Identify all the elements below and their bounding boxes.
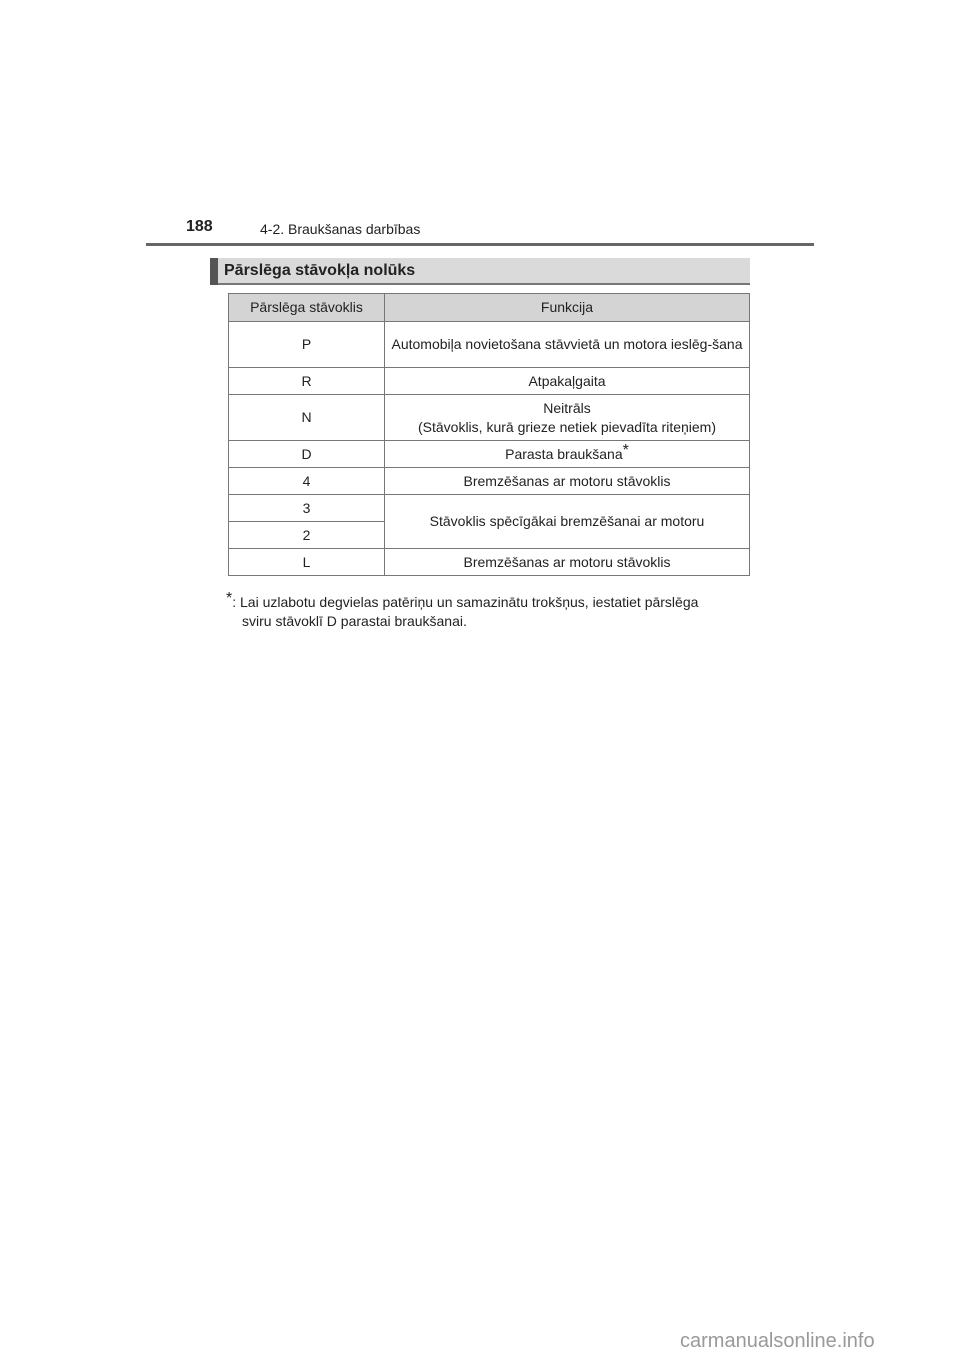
page-number: 188 — [186, 218, 213, 235]
watermark: carmanualsonline.info — [680, 1330, 875, 1352]
column-header: Pārslēga stāvoklis — [228, 293, 385, 322]
section-marker — [210, 258, 218, 285]
function-text: Parasta braukšana — [505, 445, 623, 462]
position-cell: R — [228, 367, 385, 395]
table-row: 4 Bremzēšanas ar motoru stāvoklis — [228, 467, 750, 495]
function-cell: Parasta braukšana* — [384, 440, 750, 468]
function-cell: Neitrāls (Stāvoklis, kurā grieze netiek p… — [384, 394, 750, 441]
function-cell: Bremzēšanas ar motoru stāvoklis — [384, 548, 750, 576]
table-row: L Bremzēšanas ar motoru stāvoklis — [228, 548, 750, 576]
header-divider — [146, 243, 814, 246]
chapter-title: 4-2. Braukšanas darbības — [260, 221, 421, 237]
function-line: Neitrāls — [543, 399, 591, 416]
shift-position-table: Pārslēga stāvoklis Funkcija P Automobiļa… — [228, 293, 750, 576]
table-row: N Neitrāls (Stāvoklis, kurā grieze netiek… — [228, 394, 750, 441]
table-row: R Atpakaļgaita — [228, 367, 750, 395]
footnote-text: : Lai uzlabotu degvielas patēriņu un sam… — [232, 594, 699, 610]
table-header-row: Pārslēga stāvoklis Funkcija — [228, 293, 750, 322]
footnote: *: Lai uzlabotu degvielas patēriņu un sa… — [226, 590, 756, 631]
column-header: Funkcija — [384, 293, 750, 322]
footnote-mark: * — [622, 441, 629, 459]
position-cell: 3 — [228, 494, 385, 522]
position-cell: 4 — [228, 467, 385, 495]
section-heading: Pārslēga stāvokļa nolūks — [210, 258, 750, 285]
table-row: D Parasta braukšana* — [228, 440, 750, 468]
section-title: Pārslēga stāvokļa nolūks — [224, 262, 416, 279]
function-cell: Automobiļa novietošana stāvvietā un moto… — [384, 321, 750, 368]
table-row: P Automobiļa novietošana stāvvietā un mo… — [228, 321, 750, 368]
position-cell: L — [228, 548, 385, 576]
function-cell: Bremzēšanas ar motoru stāvoklis — [384, 467, 750, 495]
position-cell: 2 — [228, 521, 385, 549]
function-line: (Stāvoklis, kurā grieze netiek pievadīta… — [417, 418, 717, 435]
position-cell: P — [228, 321, 385, 368]
function-cell: Stāvoklis spēcīgākai bremzēšanai ar moto… — [384, 494, 750, 549]
footnote-mark: * — [226, 590, 233, 607]
position-cell: D — [228, 440, 385, 468]
position-cell: N — [228, 394, 385, 441]
table-row: 3 Stāvoklis spēcīgākai bremzēšanai ar mo… — [228, 494, 750, 549]
footnote-text-cont: sviru stāvoklī D parastai braukšanai. — [242, 613, 467, 629]
function-cell: Atpakaļgaita — [384, 367, 750, 395]
